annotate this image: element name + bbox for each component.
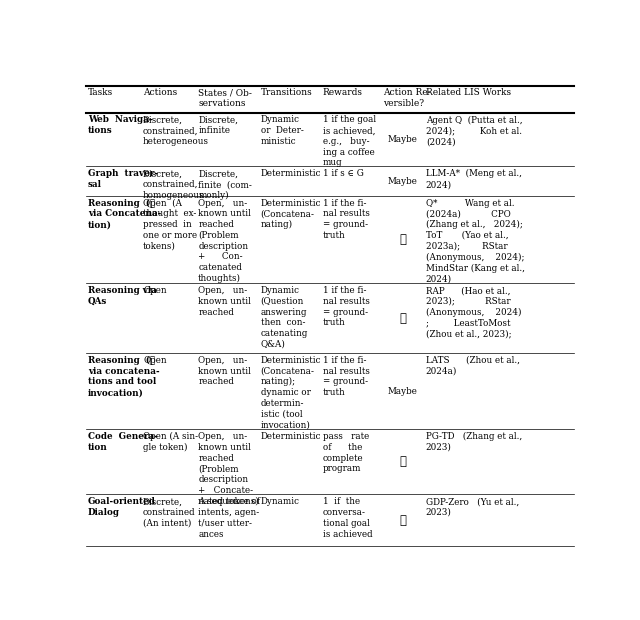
Text: ✓: ✓ xyxy=(399,233,406,246)
Text: Discrete,
constrained,
heterogeneous: Discrete, constrained, heterogeneous xyxy=(143,115,209,146)
Text: Maybe: Maybe xyxy=(387,387,417,396)
Text: Open,   un-
known until
reached
(Problem
description
+   Concate-
nated tokens): Open, un- known until reached (Problem d… xyxy=(198,432,259,506)
Text: Action Re-
versible?: Action Re- versible? xyxy=(383,88,431,108)
Text: Discrete,
infinite: Discrete, infinite xyxy=(198,115,238,135)
Text: ✗: ✗ xyxy=(399,514,406,527)
Text: Reasoning  (핌
via Concatena-
tion): Reasoning (핌 via Concatena- tion) xyxy=(88,198,161,229)
Text: Code  Genera-
tion: Code Genera- tion xyxy=(88,432,158,452)
Text: Open: Open xyxy=(143,286,166,295)
Text: Q*          Wang et al.
(2024a)           CPO
(Zhang et al.,   2024);
ToT       : Q* Wang et al. (2024a) CPO (Zhang et al.… xyxy=(426,198,525,283)
Text: Maybe: Maybe xyxy=(387,177,417,185)
Text: Deterministic
(Concatena-
nating): Deterministic (Concatena- nating) xyxy=(260,198,321,229)
Text: States / Ob-
servations: States / Ob- servations xyxy=(198,88,252,108)
Text: ✓: ✓ xyxy=(399,455,406,468)
Text: Tasks: Tasks xyxy=(88,88,113,97)
Text: Reasoning  (핌
via concatena-
tions and tool
invocation): Reasoning (핌 via concatena- tions and to… xyxy=(88,356,159,397)
Text: Open  (A
thought  ex-
pressed  in
one or more
tokens): Open (A thought ex- pressed in one or mo… xyxy=(143,198,197,250)
Text: 1 if the fi-
nal results
= ground-
truth: 1 if the fi- nal results = ground- truth xyxy=(323,356,370,397)
Text: Open,   un-
known until
reached: Open, un- known until reached xyxy=(198,356,251,386)
Text: RAP      (Hao et al.,
2023);           RStar
(Anonymous,    2024)
;         Leas: RAP (Hao et al., 2023); RStar (Anonymous… xyxy=(426,286,522,339)
Text: GDP-Zero   (Yu et al.,
2023): GDP-Zero (Yu et al., 2023) xyxy=(426,497,519,517)
Text: 1 if s ∈ G: 1 if s ∈ G xyxy=(323,169,364,179)
Text: Deterministic: Deterministic xyxy=(260,169,321,179)
Text: Open: Open xyxy=(143,356,166,365)
Text: Dynamic
or  Deter-
ministic: Dynamic or Deter- ministic xyxy=(260,115,303,146)
Text: Goal-oriented
Dialog: Goal-oriented Dialog xyxy=(88,497,156,517)
Text: Agent Q  (Putta et al.,
2024);         Koh et al.
(2024): Agent Q (Putta et al., 2024); Koh et al.… xyxy=(426,115,522,146)
Text: Rewards: Rewards xyxy=(323,88,363,97)
Text: 1 if the fi-
nal results
= ground-
truth: 1 if the fi- nal results = ground- truth xyxy=(323,286,370,327)
Text: LATS      (Zhou et al.,
2024a): LATS (Zhou et al., 2024a) xyxy=(426,356,520,376)
Text: Dynamic: Dynamic xyxy=(260,497,300,507)
Text: Transitions: Transitions xyxy=(260,88,312,97)
Text: Deterministic
(Concatena-
nating);
dynamic or
determin-
istic (tool
invocation): Deterministic (Concatena- nating); dynam… xyxy=(260,356,321,430)
Text: Deterministic: Deterministic xyxy=(260,432,321,441)
Text: 1  if  the
conversa-
tional goal
is achieved: 1 if the conversa- tional goal is achiev… xyxy=(323,497,372,539)
Text: Open,   un-
known until
reached
(Problem
description
+      Con-
catenated
thoug: Open, un- known until reached (Problem d… xyxy=(198,198,251,283)
Text: ✓: ✓ xyxy=(399,312,406,325)
Text: pass   rate
of      the
complete
program: pass rate of the complete program xyxy=(323,432,369,474)
Text: Open (A sin-
gle token): Open (A sin- gle token) xyxy=(143,432,198,452)
Text: PG-TD   (Zhang et al.,
2023): PG-TD (Zhang et al., 2023) xyxy=(426,432,522,452)
Text: Discrete,
constrained
(An intent): Discrete, constrained (An intent) xyxy=(143,497,196,528)
Text: Reasoning via
QAs: Reasoning via QAs xyxy=(88,286,157,306)
Text: Dynamic
(Question
answering
then  con-
catenating
Q&A): Dynamic (Question answering then con- ca… xyxy=(260,286,308,349)
Text: Open,   un-
known until
reached: Open, un- known until reached xyxy=(198,286,251,317)
Text: LLM-A*  (Meng et al.,
2024): LLM-A* (Meng et al., 2024) xyxy=(426,169,522,189)
Text: Related LIS Works: Related LIS Works xyxy=(426,88,511,97)
Text: 1 if the fi-
nal results
= ground-
truth: 1 if the fi- nal results = ground- truth xyxy=(323,198,370,240)
Text: Maybe: Maybe xyxy=(387,135,417,144)
Text: Graph  traver-
sal: Graph traver- sal xyxy=(88,169,158,189)
Text: Web  Naviga-
tions: Web Naviga- tions xyxy=(88,115,152,135)
Text: 1 if the goal
is achieved,
e.g.,   buy-
ing a coffee
mug: 1 if the goal is achieved, e.g., buy- in… xyxy=(323,115,376,167)
Text: Discrete,
constrained,
homogeneous: Discrete, constrained, homogeneous xyxy=(143,169,205,200)
Text: Discrete,
finite  (com-
monly): Discrete, finite (com- monly) xyxy=(198,169,252,200)
Text: Actions: Actions xyxy=(143,88,177,97)
Text: A sequence of
intents, agen-
t/user utter-
ances: A sequence of intents, agen- t/user utte… xyxy=(198,497,260,539)
